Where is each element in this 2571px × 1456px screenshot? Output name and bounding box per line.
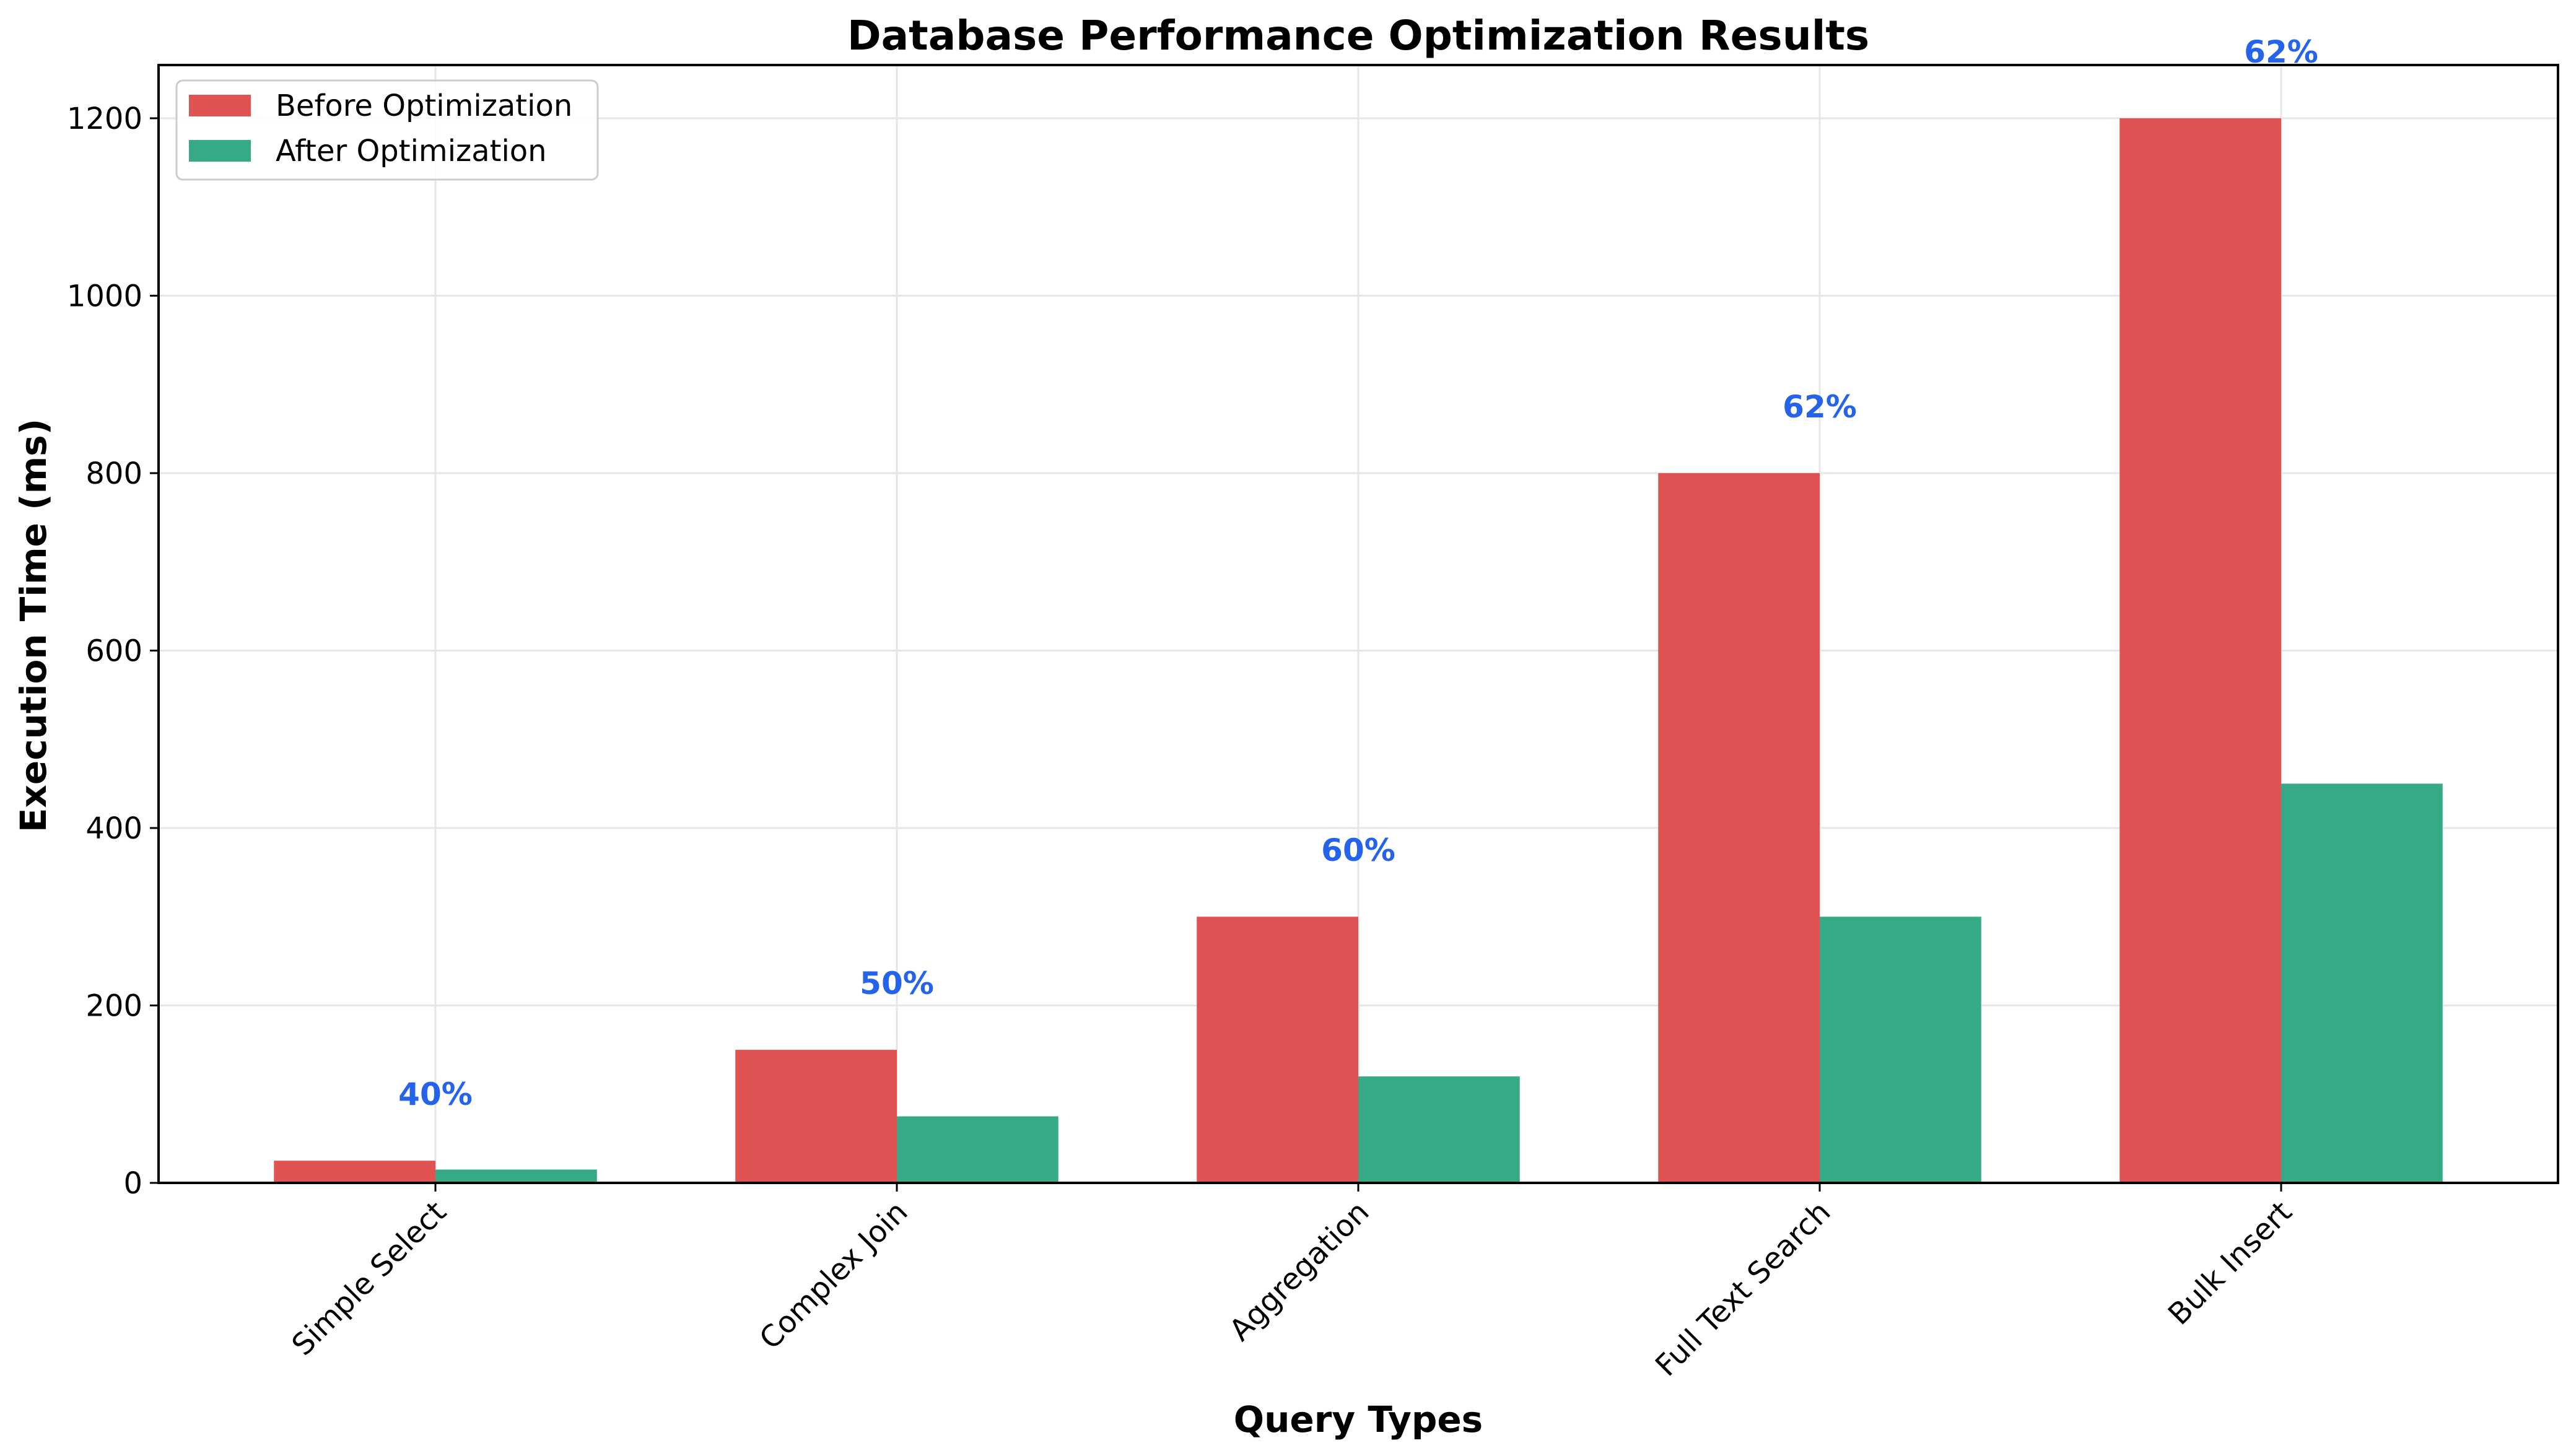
bar-before-4: [2119, 118, 2281, 1183]
y-tick-label: 200: [85, 988, 142, 1023]
bar-after-0: [435, 1169, 597, 1183]
x-tick-label: Aggregation: [1223, 1195, 1376, 1348]
improvement-label-2: 60%: [1321, 832, 1395, 868]
y-tick-label: 400: [85, 811, 142, 846]
improvement-label-0: 40%: [398, 1076, 473, 1112]
x-tick-label: Bulk Insert: [2162, 1195, 2299, 1332]
x-axis-label: Query Types: [1234, 1398, 1483, 1441]
legend-label-after: After Optimization: [276, 134, 547, 168]
legend-swatch-after: [189, 140, 251, 162]
bar-after-4: [2281, 783, 2443, 1183]
x-tick-label: Simple Select: [285, 1195, 453, 1362]
y-tick-label: 600: [85, 634, 142, 668]
improvement-label-1: 50%: [860, 966, 934, 1001]
bar-after-3: [1820, 917, 1981, 1183]
bar-after-2: [1358, 1076, 1520, 1183]
legend-frame: [175, 79, 599, 181]
bar-before-1: [735, 1050, 897, 1183]
y-tick-label: 1000: [67, 279, 142, 313]
chart-title: Database Performance Optimization Result…: [847, 12, 1869, 59]
legend: Before Optimization After Optimization: [175, 79, 599, 181]
bar-after-1: [897, 1116, 1059, 1183]
x-tick-label: Complex Join: [753, 1195, 915, 1356]
y-axis-label: Execution Time (ms): [12, 419, 55, 832]
y-tick-label: 0: [123, 1166, 142, 1201]
improvement-label-3: 62%: [1783, 389, 1857, 425]
y-tick-label: 1200: [67, 102, 142, 136]
bar-before-3: [1658, 473, 1820, 1183]
legend-label-before: Before Optimization: [276, 89, 572, 123]
bar-before-2: [1197, 917, 1358, 1183]
legend-swatch-before: [189, 95, 251, 116]
x-tick-label: Full Text Search: [1649, 1195, 1837, 1383]
annotation-layer: 40%50%60%62%62%: [398, 34, 2318, 1112]
y-tick-label: 800: [85, 456, 142, 491]
bars-layer: [274, 118, 2443, 1183]
bar-before-0: [274, 1161, 435, 1183]
